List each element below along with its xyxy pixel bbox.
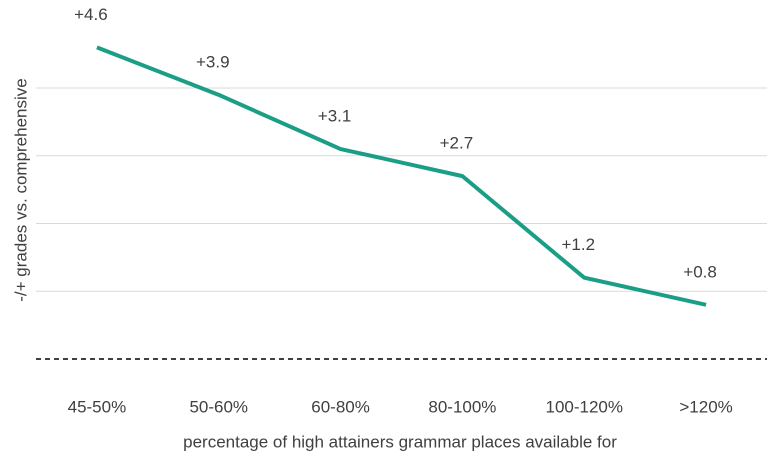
data-label: +1.2 (561, 235, 595, 254)
x-tick-label: >120% (679, 397, 732, 416)
data-line (96, 45, 707, 307)
y-axis-label: -/+ grades vs. comprehensive (11, 78, 30, 301)
data-label: +3.1 (318, 107, 352, 126)
x-axis-label: percentage of high attainers grammar pla… (183, 432, 617, 451)
x-tick-label: 50-60% (189, 397, 248, 416)
x-tick-label: 45-50% (68, 397, 127, 416)
x-tick-label: 60-80% (311, 397, 370, 416)
data-label: +3.9 (196, 52, 230, 71)
data-label: +2.7 (440, 134, 474, 153)
data-label: +0.8 (683, 262, 717, 281)
data-label: +4.6 (74, 5, 108, 24)
x-tick-label: 80-100% (428, 397, 496, 416)
x-tick-label: 100-120% (545, 397, 623, 416)
